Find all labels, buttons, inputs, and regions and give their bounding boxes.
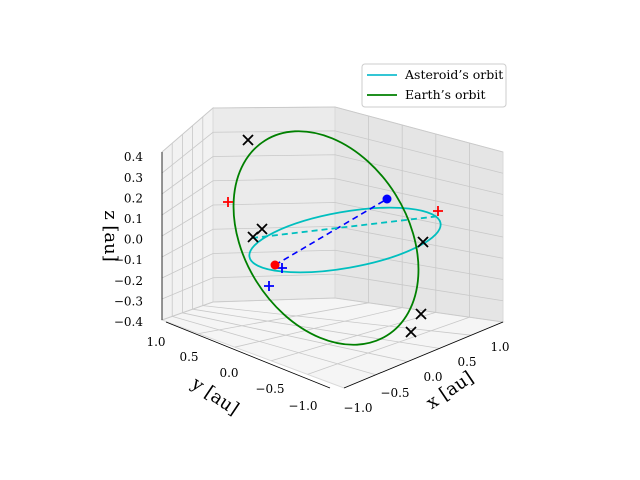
black-cross-marker (417, 236, 429, 248)
x-floor-grid-line (198, 302, 369, 334)
red-dot-marker (270, 260, 280, 270)
z-grid-line (161, 130, 504, 174)
z-tick-labels: −0.4 −0.3 −0.2 −0.1 0.0 0.1 0.2 0.3 0.4 (114, 150, 144, 329)
dashed-line-cyan (251, 215, 441, 239)
pane-group (160, 106, 505, 389)
blue-plus-marker (264, 281, 274, 291)
y-tick-labels: −1.0 −0.5 0.0 0.5 1.0 (146, 335, 317, 413)
z-tick-label: 0.4 (124, 150, 143, 164)
dashed-line-blue (274, 198, 388, 266)
legend-frame (361, 63, 507, 108)
x-axis-line (343, 321, 504, 389)
y-floor-grid-line (192, 308, 440, 349)
x-tick-label: 0.5 (457, 355, 476, 369)
y-floor-grid-line (182, 312, 408, 362)
y-floor-grid-line (172, 316, 376, 376)
x-floor-grid-line (271, 312, 436, 362)
black-cross-marker (247, 231, 259, 243)
black-cross-marker (415, 308, 427, 320)
z-tick-label: −0.2 (114, 274, 143, 288)
z-tick-label: 0.3 (124, 171, 143, 185)
axis-lines (161, 152, 504, 389)
z-grid-line (161, 178, 504, 217)
y-tick-label: 1.0 (146, 335, 165, 349)
z-grid-line (161, 273, 504, 302)
z-grid-line (161, 297, 504, 323)
legend: Asteroid’s orbit Earth’s orbit (361, 63, 507, 108)
black-cross-marker (405, 326, 417, 338)
earth-orbit (232, 130, 420, 346)
z-tick-label: −0.1 (114, 253, 143, 267)
y-axis-line (165, 321, 331, 389)
x-tick-label: 1.0 (490, 340, 509, 354)
red-plus-marker (223, 197, 233, 207)
x-tick-labels: −1.0 −0.5 0.0 0.5 1.0 (343, 340, 509, 415)
blue-plus-marker (277, 263, 287, 273)
z-tick-label: −0.4 (114, 315, 144, 329)
z-grid-line (161, 202, 504, 238)
z-tick-label: −0.3 (114, 294, 143, 308)
y-tick-label: −0.5 (255, 382, 284, 396)
legend-label-earth: Earth’s orbit (405, 87, 486, 102)
black-cross-marker (242, 134, 254, 146)
y-tick-label: 0.0 (219, 366, 238, 380)
blue-dot-marker (382, 194, 392, 204)
y-floor-grid-line (202, 305, 472, 336)
z-grid-line (161, 154, 504, 195)
y-tick-label: −1.0 (288, 399, 317, 413)
y-tick-label: 0.5 (179, 350, 198, 364)
z-tick-label: 0.0 (124, 233, 143, 247)
plot-data (223, 130, 443, 346)
x-tick-label: 0.0 (423, 370, 442, 384)
z-tick-label: 0.2 (124, 191, 143, 205)
x-tick-label: −0.5 (380, 386, 409, 400)
red-plus-marker (433, 206, 443, 216)
x-floor-grid-line (234, 307, 403, 348)
right-pane (334, 106, 504, 323)
asteroid-orbit (248, 206, 442, 274)
z-grid-line (161, 225, 504, 259)
x-floor-grid-line (307, 316, 470, 375)
black-cross-marker (256, 223, 268, 235)
z-tick-label: 0.1 (124, 212, 143, 226)
legend-label-asteroid: Asteroid’s orbit (404, 67, 503, 82)
z-axis-label: z [au] (100, 210, 121, 262)
x-tick-label: −1.0 (343, 401, 372, 415)
z-grid-line (161, 106, 504, 153)
